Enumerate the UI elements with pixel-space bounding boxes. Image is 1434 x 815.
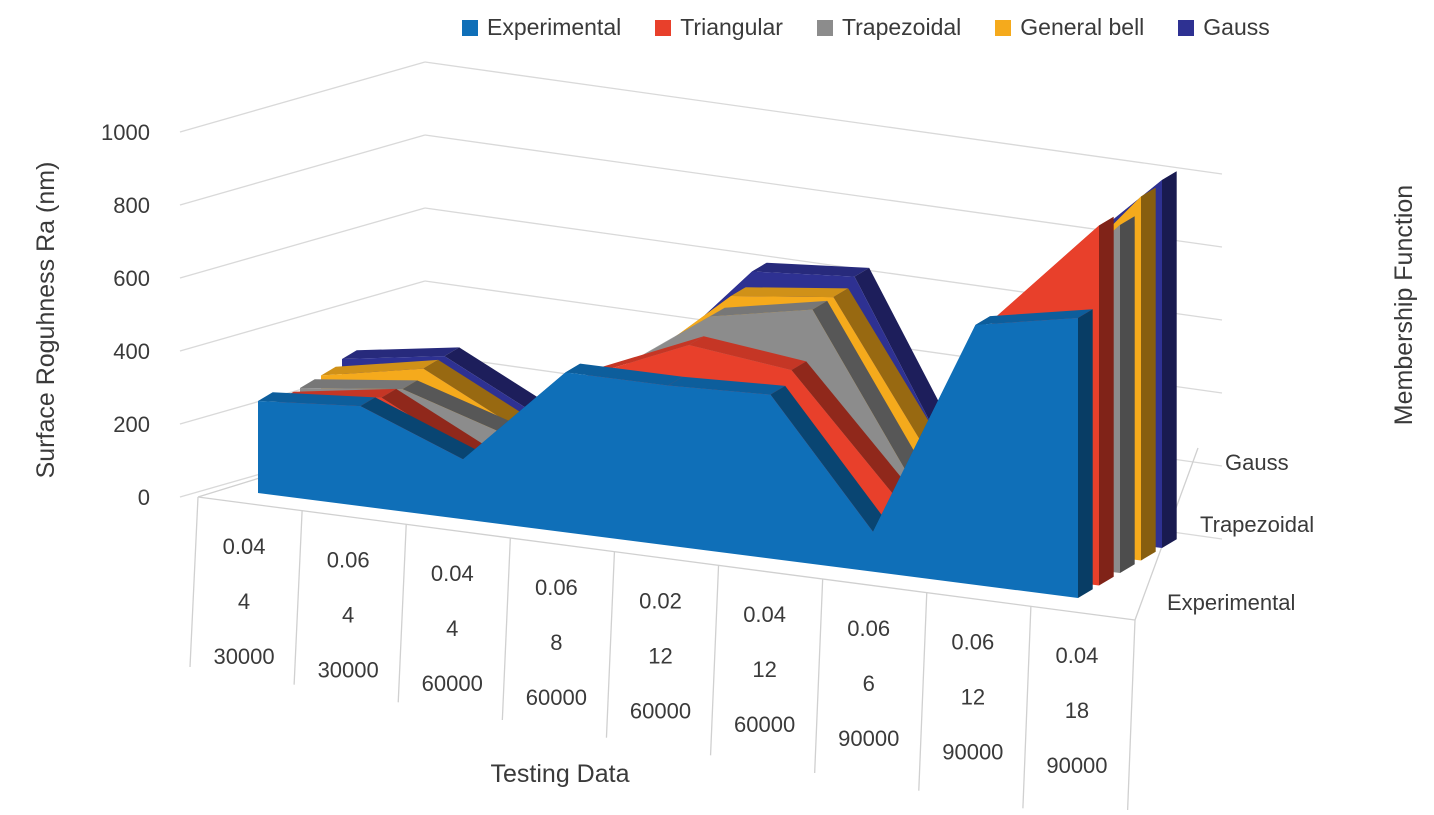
z-tick-label: Gauss (1225, 450, 1289, 475)
z-tick-label: Experimental (1167, 590, 1295, 615)
category-divider (502, 538, 510, 720)
legend-item-triangular: Triangular (655, 14, 783, 41)
legend-label: Triangular (680, 14, 783, 41)
data-area-side (1099, 217, 1114, 586)
legend-swatch (655, 20, 671, 36)
x-tick-label: 12 (752, 657, 776, 682)
y-tick-label: 200 (113, 412, 150, 437)
legend-label: Experimental (487, 14, 621, 41)
legend-swatch (1178, 20, 1194, 36)
category-divider (606, 552, 614, 738)
legend: Experimental Triangular Trapezoidal General… (462, 14, 1270, 41)
data-area-side (1120, 216, 1135, 573)
x-tick-label: 60000 (734, 712, 795, 737)
category-divider (398, 524, 406, 702)
category-divider (1023, 606, 1031, 808)
legend-swatch (817, 20, 833, 36)
gridline-left (180, 208, 425, 278)
x-tick-label: 0.06 (327, 548, 370, 573)
legend-item-experimental: Experimental (462, 14, 621, 41)
x-tick-label: 60000 (526, 685, 587, 710)
data-area-side (1162, 171, 1177, 548)
category-divider (1127, 620, 1135, 810)
legend-item-general-bell: General bell (995, 14, 1144, 41)
x-tick-label: 0.04 (743, 602, 786, 627)
x-tick-label: 30000 (318, 658, 379, 683)
y-tick-label: 0 (138, 485, 150, 510)
z-tick-label: Trapezoidal (1200, 512, 1314, 537)
legend-item-trapezoidal: Trapezoidal (817, 14, 961, 41)
x-tick-label: 60000 (422, 671, 483, 696)
data-area-top (731, 287, 848, 297)
legend-label: Gauss (1203, 14, 1269, 41)
gridline-left (180, 135, 425, 205)
y-tick-label: 1000 (101, 120, 150, 145)
x-tick-label: 0.06 (847, 616, 890, 641)
y-tick-label: 400 (113, 339, 150, 364)
x-tick-label: 0.02 (639, 589, 682, 614)
z-axis-title: Membership Function (1390, 185, 1418, 425)
data-area-side (1078, 309, 1093, 598)
category-divider (294, 511, 302, 685)
x-tick-label: 4 (238, 589, 250, 614)
x-axis-title: Testing Data (491, 760, 630, 788)
x-tick-label: 12 (648, 644, 672, 669)
legend-swatch (995, 20, 1011, 36)
legend-swatch (462, 20, 478, 36)
legend-item-gauss: Gauss (1178, 14, 1269, 41)
legend-label: General bell (1020, 14, 1144, 41)
gridline-left (180, 62, 425, 132)
category-divider (815, 579, 823, 773)
legend-label: Trapezoidal (842, 14, 961, 41)
y-tick-label: 800 (113, 193, 150, 218)
y-tick-label: 600 (113, 266, 150, 291)
x-tick-label: 90000 (942, 740, 1003, 765)
x-tick-label: 4 (446, 616, 458, 641)
x-tick-label: 0.04 (223, 534, 266, 559)
x-tick-label: 60000 (630, 699, 691, 724)
x-tick-label: 0.06 (535, 575, 578, 600)
x-tick-label: 12 (961, 685, 985, 710)
x-tick-label: 6 (863, 671, 875, 696)
data-area-side (1141, 188, 1156, 561)
category-divider (190, 497, 198, 667)
gridline-left (180, 281, 425, 351)
x-tick-label: 8 (550, 630, 562, 655)
x-tick-label: 90000 (1046, 753, 1107, 778)
x-tick-label: 30000 (213, 644, 274, 669)
x-tick-label: 90000 (838, 726, 899, 751)
data-area-top (300, 379, 417, 389)
gridline-back (425, 62, 1222, 174)
x-tick-label: 0.04 (1056, 643, 1099, 668)
category-divider (919, 593, 927, 791)
x-tick-label: 4 (342, 603, 354, 628)
x-tick-label: 0.06 (951, 630, 994, 655)
x-tick-label: 0.04 (431, 561, 474, 586)
y-axis-title: Surface Roguhness Ra (nm) (32, 162, 60, 479)
x-tick-label: 18 (1065, 698, 1089, 723)
category-divider (711, 565, 719, 755)
